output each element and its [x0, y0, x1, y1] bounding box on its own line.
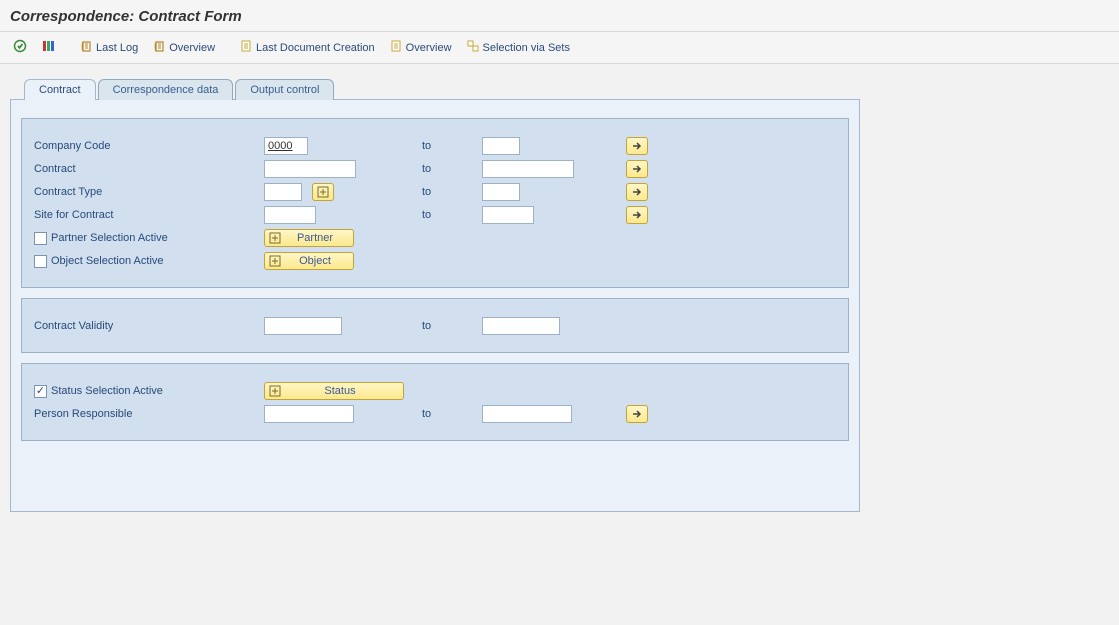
tab-output-control[interactable]: Output control	[235, 79, 334, 100]
status-button-label: Status	[285, 385, 395, 397]
status-selection-checkbox[interactable]	[34, 385, 47, 398]
object-button[interactable]: Object	[264, 252, 354, 270]
validity-label: Contract Validity	[34, 320, 264, 332]
status-selection-label: Status Selection Active	[51, 385, 163, 397]
contract-type-input[interactable]	[264, 183, 302, 201]
variant-button[interactable]	[36, 36, 60, 59]
arrow-right-icon	[632, 409, 642, 419]
to-label: to	[422, 408, 482, 420]
partner-button[interactable]: Partner	[264, 229, 354, 247]
validity-to-input[interactable]	[482, 317, 560, 335]
execute-button[interactable]	[8, 36, 32, 59]
overview2-button[interactable]: Overview	[384, 36, 457, 59]
contract-type-picker-button[interactable]	[312, 183, 334, 201]
sel-sets-label: Selection via Sets	[483, 42, 570, 54]
group-status: Status Selection Active Status Person Re…	[21, 363, 849, 441]
picker-icon	[269, 255, 281, 267]
to-label: to	[422, 320, 482, 332]
contract-input[interactable]	[264, 160, 356, 178]
to-label: to	[422, 186, 482, 198]
site-label: Site for Contract	[34, 209, 264, 221]
toolbar: Last Log Overview Last Document Creation…	[0, 32, 1119, 64]
object-selection-label: Object Selection Active	[51, 255, 164, 267]
person-label: Person Responsible	[34, 408, 264, 420]
person-from-input[interactable]	[264, 405, 354, 423]
sel-sets-button[interactable]: Selection via Sets	[461, 36, 575, 59]
company-code-label: Company Code	[34, 140, 264, 152]
contract-type-more-button[interactable]	[626, 183, 648, 201]
person-more-button[interactable]	[626, 405, 648, 423]
sets-icon	[466, 39, 480, 56]
picker-icon	[269, 385, 281, 397]
contract-more-button[interactable]	[626, 160, 648, 178]
log-icon	[79, 39, 93, 56]
tab-contract[interactable]: Contract	[24, 79, 96, 100]
to-label: to	[422, 163, 482, 175]
object-selection-checkbox[interactable]	[34, 255, 47, 268]
work-area: Contract Correspondence data Output cont…	[0, 64, 1119, 522]
last-doc-button[interactable]: Last Document Creation	[234, 36, 380, 59]
execute-icon	[13, 39, 27, 56]
tab-strip: Contract Correspondence data Output cont…	[10, 78, 1109, 99]
document-icon	[239, 39, 253, 56]
overview2-label: Overview	[406, 42, 452, 54]
validity-from-input[interactable]	[264, 317, 342, 335]
arrow-right-icon	[632, 187, 642, 197]
tab-correspondence-data[interactable]: Correspondence data	[98, 79, 234, 100]
company-code-more-button[interactable]	[626, 137, 648, 155]
picker-icon	[317, 186, 329, 198]
overview1-button[interactable]: Overview	[147, 36, 220, 59]
to-label: to	[422, 209, 482, 221]
contract-to-input[interactable]	[482, 160, 574, 178]
variant-icon	[41, 39, 55, 56]
partner-selection-label: Partner Selection Active	[51, 232, 168, 244]
partner-selection-checkbox[interactable]	[34, 232, 47, 245]
group-contract: Company Code to Contract to	[21, 118, 849, 288]
arrow-right-icon	[632, 210, 642, 220]
page-title: Correspondence: Contract Form	[0, 0, 1119, 32]
company-code-to-input[interactable]	[482, 137, 520, 155]
picker-icon	[269, 232, 281, 244]
contract-type-to-input[interactable]	[482, 183, 520, 201]
overview-icon	[152, 39, 166, 56]
site-input[interactable]	[264, 206, 316, 224]
arrow-right-icon	[632, 164, 642, 174]
group-validity: Contract Validity to	[21, 298, 849, 353]
object-button-label: Object	[285, 255, 345, 267]
arrow-right-icon	[632, 141, 642, 151]
contract-type-label: Contract Type	[34, 186, 264, 198]
tab-body: Company Code to Contract to	[10, 99, 860, 512]
company-code-input[interactable]	[264, 137, 308, 155]
partner-button-label: Partner	[285, 232, 345, 244]
site-more-button[interactable]	[626, 206, 648, 224]
document-icon	[389, 39, 403, 56]
overview1-label: Overview	[169, 42, 215, 54]
last-log-button[interactable]: Last Log	[74, 36, 143, 59]
status-button[interactable]: Status	[264, 382, 404, 400]
to-label: to	[422, 140, 482, 152]
contract-label: Contract	[34, 163, 264, 175]
last-log-label: Last Log	[96, 42, 138, 54]
person-to-input[interactable]	[482, 405, 572, 423]
last-doc-label: Last Document Creation	[256, 42, 375, 54]
site-to-input[interactable]	[482, 206, 534, 224]
